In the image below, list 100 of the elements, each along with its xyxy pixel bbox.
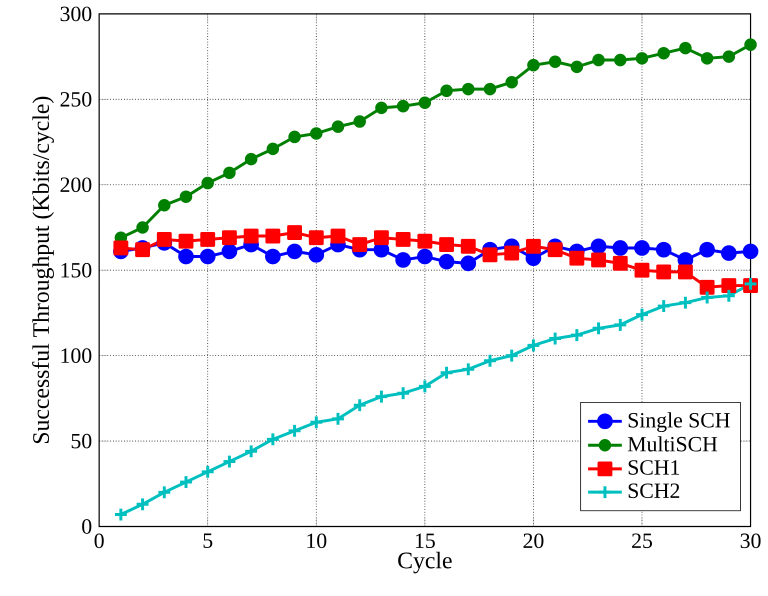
point bbox=[744, 38, 757, 51]
x-tick-label: 20 bbox=[524, 534, 544, 548]
point bbox=[332, 120, 344, 133]
point bbox=[614, 54, 627, 66]
point bbox=[308, 247, 324, 263]
point bbox=[266, 142, 280, 156]
point bbox=[417, 234, 432, 249]
point bbox=[417, 248, 433, 264]
point bbox=[223, 166, 236, 180]
point bbox=[612, 256, 628, 271]
point bbox=[634, 240, 650, 256]
point bbox=[634, 262, 650, 278]
point bbox=[527, 58, 540, 72]
y-tick-label: 300 bbox=[60, 6, 92, 22]
point bbox=[180, 190, 192, 204]
point bbox=[136, 221, 149, 234]
point bbox=[396, 232, 411, 247]
point bbox=[440, 84, 453, 98]
point bbox=[656, 264, 672, 280]
point bbox=[200, 464, 216, 480]
point bbox=[548, 242, 563, 258]
point bbox=[288, 130, 301, 144]
point bbox=[265, 248, 281, 264]
point bbox=[418, 96, 432, 110]
point bbox=[113, 507, 128, 522]
point bbox=[634, 307, 650, 322]
point bbox=[439, 237, 454, 252]
y-tick-label: 50 bbox=[72, 434, 92, 448]
point bbox=[699, 242, 715, 258]
point bbox=[135, 496, 150, 512]
point bbox=[548, 56, 562, 68]
point bbox=[374, 230, 389, 246]
point bbox=[678, 295, 693, 310]
point bbox=[700, 280, 715, 295]
point bbox=[462, 82, 475, 96]
point bbox=[330, 411, 346, 426]
point bbox=[592, 54, 605, 66]
x-tick-label: 15 bbox=[416, 534, 435, 548]
point bbox=[156, 232, 172, 247]
point bbox=[396, 100, 410, 112]
point bbox=[308, 414, 324, 430]
point bbox=[460, 238, 476, 254]
point bbox=[460, 256, 476, 272]
point bbox=[287, 225, 302, 240]
x-tick-label: 5 bbox=[204, 534, 212, 548]
x-tick-label: 30 bbox=[740, 534, 761, 548]
point bbox=[158, 199, 171, 212]
point bbox=[679, 42, 692, 54]
point bbox=[526, 238, 541, 254]
point bbox=[286, 244, 302, 260]
point bbox=[700, 290, 715, 306]
point bbox=[265, 432, 280, 447]
y-tick-label: 200 bbox=[60, 177, 92, 192]
point bbox=[721, 288, 736, 304]
point bbox=[526, 338, 541, 353]
point bbox=[504, 246, 520, 261]
point bbox=[439, 365, 454, 380]
point bbox=[505, 76, 518, 89]
point bbox=[222, 230, 237, 246]
point bbox=[200, 232, 216, 247]
y-tick-label: 150 bbox=[62, 262, 92, 278]
point bbox=[591, 252, 606, 268]
point bbox=[460, 362, 476, 377]
point bbox=[591, 320, 606, 336]
y-tick-label: 250 bbox=[60, 92, 92, 107]
point bbox=[244, 444, 259, 459]
y-tick-label: 0 bbox=[82, 519, 92, 534]
point bbox=[721, 245, 737, 261]
point bbox=[201, 176, 214, 190]
point bbox=[178, 234, 194, 249]
y-tick-label: 100 bbox=[62, 348, 92, 364]
point bbox=[438, 254, 454, 270]
point bbox=[656, 242, 672, 258]
y-axis-title: Successful Throughput (Kbits/cycle) bbox=[32, 96, 54, 444]
x-axis-title: Cycle bbox=[398, 552, 452, 574]
point bbox=[636, 52, 648, 65]
point bbox=[742, 244, 758, 260]
point bbox=[700, 52, 714, 65]
point bbox=[656, 298, 672, 314]
point bbox=[265, 228, 280, 244]
point bbox=[308, 230, 324, 246]
point bbox=[417, 379, 432, 394]
point bbox=[482, 247, 498, 262]
point bbox=[657, 47, 670, 60]
point bbox=[612, 240, 628, 256]
legend-label: SCH2 bbox=[628, 484, 680, 498]
legend-label: SCH1 bbox=[628, 460, 680, 475]
point bbox=[484, 82, 496, 96]
point bbox=[330, 228, 346, 244]
point bbox=[590, 238, 606, 254]
point bbox=[352, 398, 368, 413]
point bbox=[396, 386, 411, 401]
point bbox=[178, 474, 194, 490]
point bbox=[570, 60, 584, 74]
point bbox=[244, 228, 259, 244]
point bbox=[569, 250, 584, 266]
point bbox=[678, 264, 693, 280]
point bbox=[222, 454, 237, 470]
point bbox=[375, 102, 388, 114]
point bbox=[482, 353, 498, 368]
